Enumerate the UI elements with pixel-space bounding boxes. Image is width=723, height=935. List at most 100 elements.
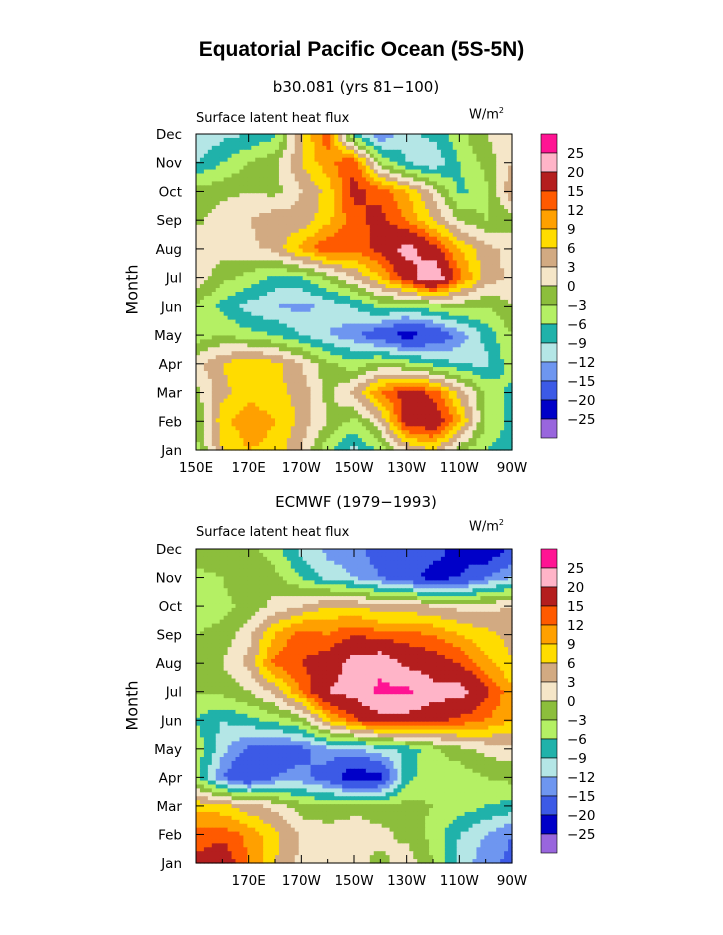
heatmap-cell: [215, 193, 221, 198]
heatmap-cell: [508, 197, 513, 202]
heatmap-cell: [440, 260, 446, 265]
heatmap-cell: [413, 292, 418, 297]
heatmap-cell: [480, 359, 485, 364]
heatmap-cell: [322, 141, 327, 147]
heatmap-cell: [440, 193, 446, 198]
heatmap-cell: [346, 323, 351, 329]
heatmap-cell: [199, 248, 205, 254]
heatmap-cell: [496, 268, 501, 273]
heatmap-cell: [385, 177, 391, 182]
heatmap-cell: [215, 256, 221, 261]
heatmap-cell: [480, 268, 485, 273]
heatmap-cell: [286, 280, 292, 285]
heatmap-cell: [231, 295, 237, 301]
heatmap-cell: [342, 181, 347, 186]
heatmap-cell: [330, 252, 335, 258]
heatmap-cell: [247, 177, 252, 182]
heatmap-cell: [492, 228, 497, 234]
heatmap-cell: [294, 315, 300, 321]
heatmap-cell: [310, 181, 316, 186]
heatmap-cell: [282, 295, 288, 301]
heatmap-cell: [421, 256, 426, 261]
heatmap-cell: [508, 236, 513, 242]
heatmap-cell: [223, 256, 229, 261]
heatmap-cell: [314, 169, 320, 175]
heatmap-cell: [275, 173, 280, 179]
heatmap-cell: [397, 323, 402, 329]
heatmap-cell: [334, 189, 339, 194]
heatmap-cell: [405, 355, 410, 360]
heatmap-cell: [330, 260, 335, 265]
heatmap-cell: [377, 236, 383, 242]
heatmap-cell: [350, 367, 355, 372]
heatmap-cell: [444, 149, 450, 155]
heatmap-cell: [421, 169, 426, 175]
heatmap-cell: [267, 137, 272, 143]
heatmap-cell: [365, 209, 371, 214]
heatmap-cell: [365, 248, 371, 254]
heatmap-cell: [413, 319, 418, 325]
heatmap-cell: [211, 244, 217, 250]
heatmap-cell: [417, 177, 422, 182]
heatmap-cell: [413, 169, 418, 175]
heatmap-cell: [357, 213, 363, 218]
heatmap-cell: [361, 264, 367, 269]
heatmap-cell: [267, 347, 272, 352]
heatmap-cell: [251, 355, 256, 360]
heatmap-cell: [302, 209, 308, 214]
heatmap-cell: [302, 276, 308, 281]
heatmap-cell: [464, 193, 470, 198]
heatmap-cell: [496, 292, 501, 297]
heatmap-cell: [357, 268, 363, 273]
heatmap-cell: [196, 327, 201, 333]
heatmap-cell: [247, 378, 252, 384]
heatmap-cell: [476, 149, 481, 155]
heatmap-cell: [259, 248, 264, 254]
heatmap-cell: [235, 173, 241, 179]
heatmap-cell: [444, 331, 450, 337]
heatmap-cell: [275, 209, 280, 214]
heatmap-cell: [460, 367, 466, 372]
heatmap-cell: [207, 378, 213, 384]
heatmap-cell: [393, 185, 399, 190]
heatmap-cell: [401, 284, 406, 289]
heatmap-cell: [294, 220, 300, 226]
heatmap-cell: [444, 193, 450, 198]
heatmap-cell: [389, 351, 395, 356]
heatmap-cell: [310, 331, 316, 337]
heatmap-cell: [508, 295, 513, 301]
heatmap-cell: [468, 315, 474, 321]
heatmap-cell: [199, 169, 205, 175]
heatmap-cell: [239, 307, 244, 313]
heatmap-cell: [259, 327, 264, 333]
heatmap-cell: [235, 311, 241, 317]
heatmap-cell: [500, 288, 505, 293]
heatmap-cell: [444, 327, 450, 333]
heatmap-cell: [377, 284, 383, 289]
heatmap-cell: [476, 181, 481, 186]
heatmap-cell: [338, 197, 343, 202]
heatmap-cell: [365, 264, 371, 269]
heatmap-cell: [211, 315, 217, 321]
heatmap-cell: [444, 280, 450, 285]
heatmap-cell: [263, 149, 268, 155]
heatmap-cell: [464, 288, 470, 293]
heatmap-cell: [215, 177, 221, 182]
heatmap-cell: [207, 288, 213, 293]
heatmap-cell: [472, 153, 478, 159]
heatmap-cell: [425, 137, 430, 143]
heatmap-cell: [338, 141, 343, 147]
heatmap-cell: [243, 378, 248, 384]
heatmap-cell: [223, 295, 229, 301]
heatmap-cell: [369, 232, 375, 238]
heatmap-cell: [452, 339, 458, 344]
heatmap-cell: [271, 153, 276, 159]
heatmap-cell: [504, 355, 509, 360]
heatmap-cell: [334, 292, 339, 297]
heatmap-cell: [492, 339, 497, 344]
heatmap-cell: [361, 173, 367, 179]
heatmap-cell: [243, 153, 248, 159]
heatmap-cell: [334, 153, 339, 159]
heatmap-cell: [472, 213, 478, 218]
heatmap-cell: [263, 177, 268, 182]
